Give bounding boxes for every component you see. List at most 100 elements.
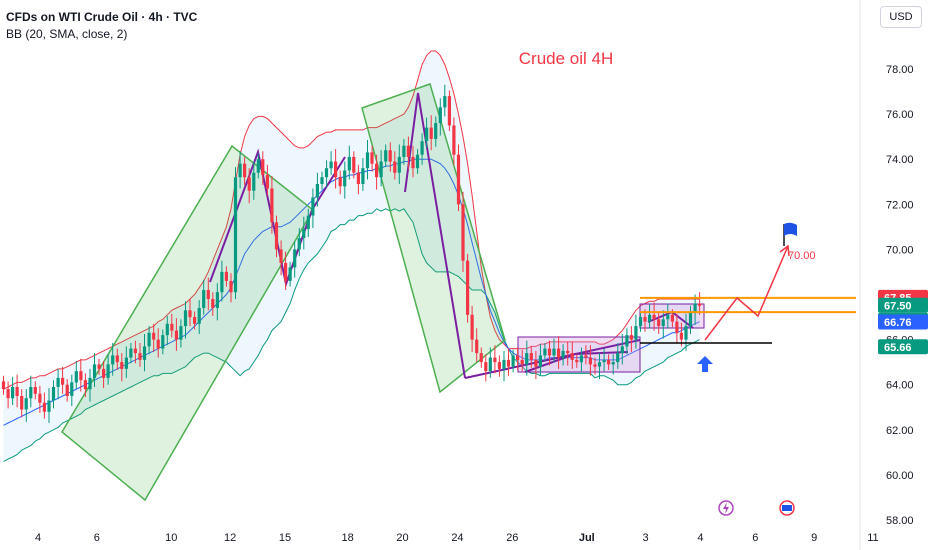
candle <box>675 313 679 343</box>
candle <box>552 338 556 363</box>
candle-body <box>488 357 492 372</box>
candle <box>111 343 115 376</box>
candle <box>315 172 319 207</box>
candle-body <box>616 353 620 363</box>
price-badge-bg <box>878 339 928 355</box>
candle-body <box>552 348 556 356</box>
candle-body <box>274 222 279 250</box>
candle <box>261 151 265 186</box>
candle <box>243 156 247 186</box>
candle <box>224 266 228 287</box>
projection-arrowhead <box>779 244 790 257</box>
candle <box>274 215 279 258</box>
candle <box>20 389 24 418</box>
annotation-title: Crude oil 4H <box>519 49 614 68</box>
candle-body <box>557 348 561 358</box>
candle <box>320 171 324 190</box>
candle <box>211 292 215 316</box>
candle <box>588 345 592 376</box>
candle <box>102 361 106 389</box>
candle <box>461 191 465 272</box>
candle-body <box>102 368 106 378</box>
candle-body <box>233 177 238 293</box>
price-badge-bg <box>878 314 928 330</box>
currency-selector[interactable]: USD <box>880 6 922 28</box>
x-tick-label: 9 <box>811 532 817 544</box>
candle <box>475 328 479 363</box>
candle-body <box>142 346 147 360</box>
candle <box>611 354 615 375</box>
candle <box>83 373 87 398</box>
candle <box>543 343 547 361</box>
candle <box>324 160 329 188</box>
price-badge-label: 67.50 <box>884 300 912 312</box>
candle <box>56 368 60 400</box>
candle-body <box>475 339 479 354</box>
candle <box>411 145 415 178</box>
candle-body <box>529 353 533 360</box>
candle-body <box>252 172 256 191</box>
candle-body <box>397 156 401 173</box>
candle-body <box>220 271 224 293</box>
candle-body <box>611 362 615 365</box>
candle <box>238 151 242 189</box>
candle-body <box>315 184 319 198</box>
candle-body <box>698 303 702 306</box>
candle <box>620 334 624 365</box>
y-tick-label: 62.00 <box>886 425 914 437</box>
candle-body <box>133 348 137 354</box>
candle <box>629 326 633 352</box>
candle <box>693 294 697 325</box>
candle-body <box>65 384 69 396</box>
y-tick-label: 76.00 <box>886 109 914 121</box>
candle-body <box>493 357 497 363</box>
candle-body <box>534 359 538 367</box>
candle-body <box>375 163 379 178</box>
candle <box>361 158 365 191</box>
candle-body <box>511 355 515 367</box>
candle-body <box>502 359 506 369</box>
indicator-legend[interactable]: BB (20, SMA, close, 2) <box>6 27 128 41</box>
candle-body <box>352 156 356 173</box>
candle <box>529 346 533 368</box>
y-tick-label: 72.00 <box>886 199 914 211</box>
candle <box>356 164 360 195</box>
candle <box>456 144 461 212</box>
candle-body <box>174 330 178 340</box>
candle-body <box>311 197 315 216</box>
candle-body <box>120 362 124 369</box>
candle <box>506 348 511 376</box>
candle <box>147 326 151 355</box>
candle-body <box>74 371 78 383</box>
candle <box>616 343 620 369</box>
candle <box>443 84 447 117</box>
candle <box>252 161 256 200</box>
candle-body <box>461 204 465 261</box>
price-badge-label: 65.66 <box>884 342 912 354</box>
candle-body <box>1 381 6 390</box>
projection-path <box>704 245 789 341</box>
candle <box>188 299 192 327</box>
candle-body <box>452 125 456 155</box>
bb-lower-line <box>3 208 700 462</box>
candle-body <box>334 161 338 178</box>
candle <box>74 361 78 390</box>
candle-body <box>56 377 60 387</box>
candle <box>579 347 583 373</box>
candle-body <box>193 317 197 324</box>
candle <box>197 300 201 334</box>
candle <box>511 349 515 373</box>
candle-body <box>293 249 297 268</box>
candle-body <box>138 353 142 360</box>
candle-body <box>379 161 383 178</box>
candle <box>183 301 188 339</box>
candle <box>561 344 565 366</box>
candle <box>566 341 570 366</box>
candle-body <box>679 332 683 340</box>
candle <box>170 313 174 338</box>
x-tick-label: 26 <box>506 532 518 544</box>
candle-body <box>288 267 292 281</box>
candle-body <box>525 353 529 365</box>
